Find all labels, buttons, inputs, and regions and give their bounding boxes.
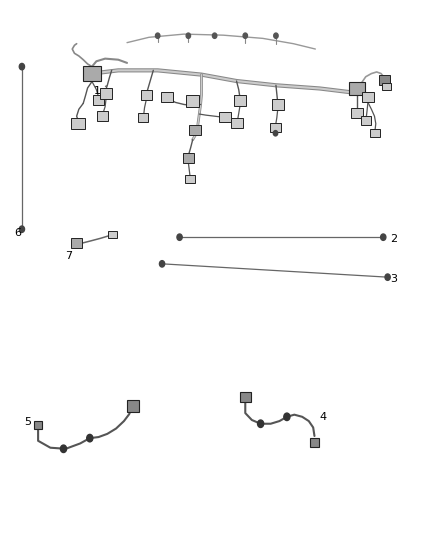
Circle shape xyxy=(284,413,290,421)
Circle shape xyxy=(258,420,264,427)
Bar xyxy=(97,111,108,121)
Text: 3: 3 xyxy=(390,274,397,284)
Circle shape xyxy=(19,63,25,70)
Text: 4: 4 xyxy=(320,412,327,422)
Bar xyxy=(189,125,201,135)
Bar xyxy=(370,130,380,137)
Bar xyxy=(186,95,199,107)
Bar xyxy=(100,88,112,99)
Circle shape xyxy=(19,226,25,232)
Circle shape xyxy=(274,33,278,38)
Bar xyxy=(71,118,85,129)
Bar xyxy=(141,90,152,100)
Bar xyxy=(240,392,251,402)
Circle shape xyxy=(87,434,93,442)
Text: 1: 1 xyxy=(94,86,101,95)
Bar xyxy=(269,123,280,132)
Bar xyxy=(161,92,173,102)
Circle shape xyxy=(243,33,247,38)
Text: 7: 7 xyxy=(65,251,72,261)
Bar xyxy=(83,66,101,81)
Bar xyxy=(361,116,371,125)
Circle shape xyxy=(60,445,67,453)
Bar xyxy=(272,99,284,110)
Text: 2: 2 xyxy=(390,235,397,244)
Text: 6: 6 xyxy=(14,229,21,238)
Bar xyxy=(231,118,243,128)
Bar xyxy=(108,231,117,238)
Circle shape xyxy=(177,234,182,240)
Bar xyxy=(379,75,390,85)
Text: 5: 5 xyxy=(24,417,31,427)
Bar xyxy=(71,238,82,248)
Bar xyxy=(127,400,139,412)
Circle shape xyxy=(186,33,191,38)
Circle shape xyxy=(159,261,165,267)
Bar xyxy=(185,175,195,183)
Bar xyxy=(382,83,391,90)
Circle shape xyxy=(381,234,386,240)
Bar xyxy=(234,95,246,106)
Circle shape xyxy=(212,33,217,38)
Bar xyxy=(34,421,42,429)
Bar xyxy=(138,112,148,122)
Bar xyxy=(362,92,374,102)
Circle shape xyxy=(385,274,390,280)
Circle shape xyxy=(273,131,278,136)
Bar xyxy=(93,95,104,105)
Bar xyxy=(310,438,319,447)
Bar xyxy=(219,112,231,122)
Bar xyxy=(183,153,194,163)
Bar xyxy=(351,108,363,118)
Circle shape xyxy=(155,33,160,38)
Bar xyxy=(349,82,365,95)
